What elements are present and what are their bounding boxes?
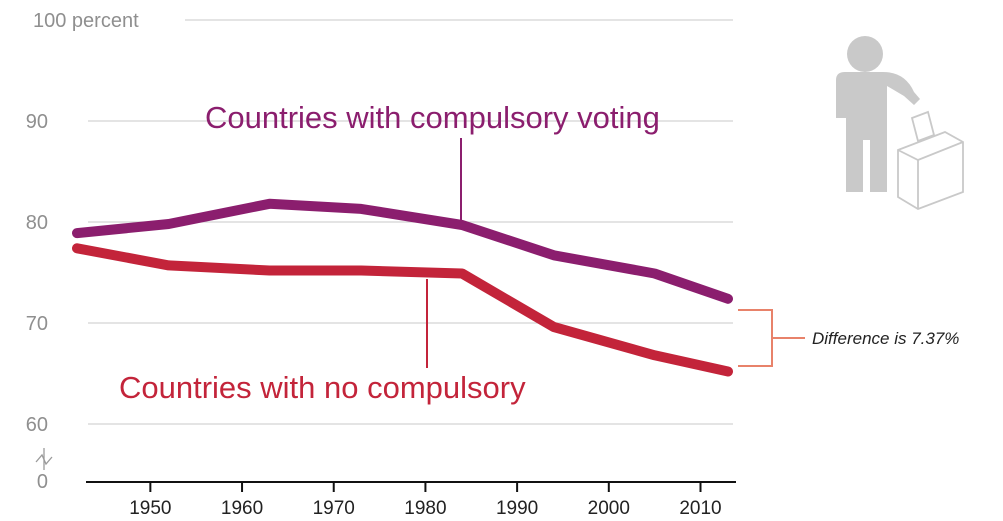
person-voting-ballot-box-icon: [836, 36, 964, 210]
x-tick-label: 2010: [679, 498, 721, 519]
y-axis-ticks: 100 percent 90 80 70 60: [26, 10, 139, 436]
series-label-compulsory: Countries with compulsory voting: [205, 100, 660, 135]
y-tick-label: 90: [26, 111, 48, 133]
series-line-compulsory: [72, 198, 733, 304]
y-tick-label: 100 percent: [33, 10, 139, 32]
x-axis-ticks: 1950 1960 1970 1980 1990 2000 2010: [129, 482, 722, 519]
x-tick-label: 2000: [588, 498, 630, 519]
series-line-no-compulsory: [72, 243, 733, 377]
series-lines: [72, 198, 733, 377]
y-tick-label: 60: [26, 414, 48, 436]
x-tick-label: 1990: [496, 498, 538, 519]
x-tick-label: 1980: [404, 498, 446, 519]
y-tick-label-zero: 0: [37, 471, 48, 493]
x-tick-label: 1960: [221, 498, 263, 519]
difference-bracket: [738, 309, 805, 367]
difference-annotation: Difference is 7.37%: [812, 329, 959, 348]
x-tick-label: 1950: [129, 498, 171, 519]
axis-break-mark: [35, 448, 53, 470]
y-tick-label: 80: [26, 212, 48, 234]
series-label-no-compulsory: Countries with no compulsory: [119, 370, 526, 405]
y-tick-label: 70: [26, 313, 48, 335]
x-tick-label: 1970: [313, 498, 355, 519]
